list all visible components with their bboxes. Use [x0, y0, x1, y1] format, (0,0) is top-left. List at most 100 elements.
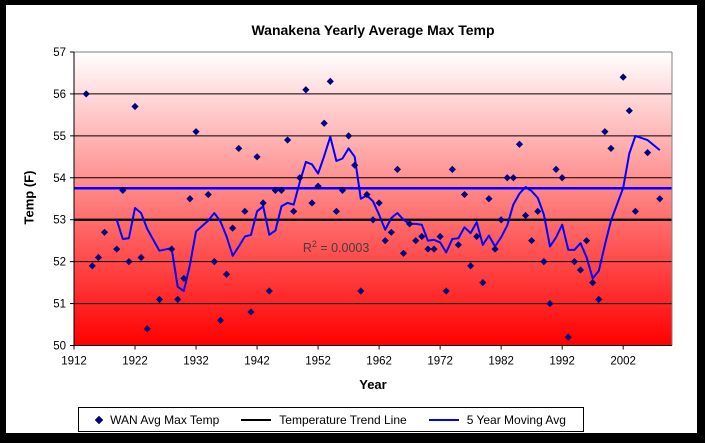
y-tick-label: 56 — [53, 89, 66, 101]
scatter-point — [393, 165, 402, 173]
scatter-point — [540, 258, 548, 266]
scatter-point — [283, 136, 292, 144]
scatter-point — [387, 228, 395, 236]
scatter-point — [503, 174, 511, 182]
scatter-point — [174, 295, 182, 303]
scatter-point — [558, 174, 566, 182]
scatter-point — [119, 186, 127, 194]
y-tick-label: 54 — [53, 173, 66, 185]
scatter-point — [271, 186, 279, 194]
scatter-point — [210, 258, 218, 266]
scatter-point — [332, 207, 340, 215]
legend-label-wan-avg: WAN Avg Max Temp — [110, 412, 220, 427]
scatter-point — [277, 186, 286, 194]
scatter-point — [241, 207, 249, 215]
scatter-point — [424, 245, 432, 253]
scatter-point — [412, 237, 420, 245]
y-tick-label: 51 — [53, 299, 66, 311]
scatter-point — [375, 199, 383, 207]
scatter-point — [235, 144, 243, 153]
scatter-point — [180, 274, 188, 283]
scatter-point — [454, 241, 463, 249]
legend-box: WAN Avg Max Temp Temperature Trend Line … — [78, 407, 584, 432]
x-tick-label: 1922 — [122, 356, 148, 368]
scatter-point — [216, 316, 225, 324]
x-tick-label: 1972 — [427, 356, 453, 368]
scatter-point — [442, 287, 450, 295]
scatter-point — [418, 232, 426, 241]
scatter-point — [131, 102, 139, 111]
y-tick-label: 55 — [53, 131, 66, 143]
scatter-point — [265, 287, 273, 295]
moving-avg-line-sample-icon — [428, 418, 459, 421]
plot-svg: 50 51 52 53 54 55 56 57 1912 1922 1932 1942 1952 1962… — [53, 47, 673, 368]
scatter-point — [192, 128, 200, 136]
scatter-point — [363, 190, 371, 199]
legend-item-moving-avg: 5 Year Moving Avg — [428, 413, 566, 427]
x-tick-label: 1982 — [488, 356, 514, 368]
x-tick-label: 1942 — [244, 356, 270, 368]
scatter-point — [436, 232, 444, 241]
scatter-point — [125, 258, 133, 266]
r-squared-annotation: R2 = 0.0003 — [303, 239, 370, 255]
y-tick-label: 50 — [53, 341, 66, 353]
scatter-point — [247, 308, 255, 316]
scatter-point — [589, 279, 597, 287]
scatter-point — [625, 107, 633, 115]
scatter-point — [509, 174, 517, 182]
scatter-point — [564, 333, 572, 341]
scatter-point — [296, 174, 304, 182]
scatter-point — [259, 199, 267, 207]
scatter-point — [467, 262, 475, 270]
scatter-point — [82, 90, 90, 98]
scatter-point — [460, 190, 469, 199]
scatter-point — [485, 195, 493, 203]
scatter-point — [521, 211, 530, 220]
chart-title: Wanakena Yearly Average Max Temp — [251, 22, 495, 38]
scatter-point — [515, 140, 524, 148]
scatter-point — [576, 266, 585, 274]
x-axis-title: Year — [359, 377, 387, 392]
scatter-point — [607, 144, 615, 153]
plot-area — [74, 52, 672, 346]
scatter-point — [448, 165, 456, 173]
scatter-point — [351, 161, 359, 169]
scatter-point — [406, 220, 414, 228]
legend-label-trend: Temperature Trend Line — [279, 412, 407, 427]
x-tick-label: 1992 — [549, 356, 575, 368]
scatter-point — [338, 186, 347, 194]
scatter-point — [113, 245, 121, 253]
scatter-point — [552, 165, 560, 173]
scatter-point — [473, 232, 481, 241]
moving-average-line — [115, 134, 661, 292]
scatter-point — [619, 73, 627, 81]
legend-item-trend: Temperature Trend Line — [241, 412, 407, 427]
r-squared-exponent: 2 — [311, 238, 317, 249]
scatter-point — [479, 279, 487, 287]
x-tick-label: 2002 — [610, 356, 636, 368]
y-axis-title: Temp (F) — [21, 170, 37, 225]
y-tick-label: 52 — [53, 257, 66, 269]
scatter-point — [320, 119, 328, 127]
scatter-point — [229, 224, 237, 232]
scatter-point — [528, 237, 536, 245]
scatter-point — [631, 207, 639, 215]
scatter-point — [570, 258, 578, 266]
scatter-point — [497, 216, 505, 224]
scatter-point — [399, 249, 408, 257]
scatter-point — [643, 149, 652, 157]
scatter-point — [369, 216, 377, 224]
scatter-point — [290, 207, 298, 215]
r-squared-value: = 0.0003 — [316, 241, 370, 256]
diamond-marker-icon — [94, 415, 104, 424]
x-tick-label: 1932 — [183, 356, 209, 368]
scatter-point — [314, 182, 322, 190]
scatter-point — [656, 195, 664, 203]
scatter-point — [155, 295, 164, 303]
scatter-point — [137, 253, 145, 262]
x-tick-label: 1952 — [305, 356, 331, 368]
scatter-point — [582, 237, 591, 245]
scatter-point — [100, 228, 109, 236]
scatter-point — [534, 207, 542, 215]
